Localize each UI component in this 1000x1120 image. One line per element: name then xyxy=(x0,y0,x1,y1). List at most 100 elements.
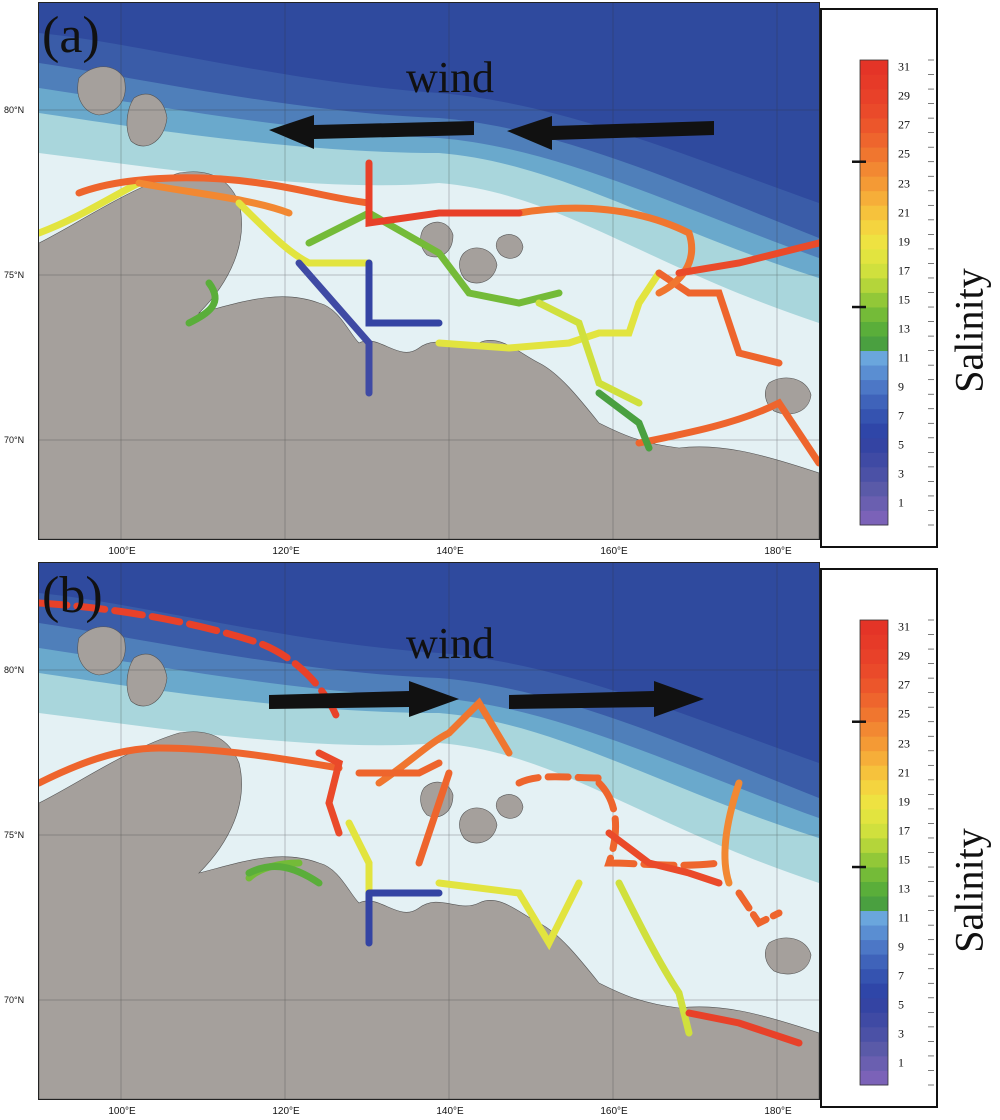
colorbar-cell xyxy=(860,1055,888,1071)
colorbar-cell xyxy=(860,779,888,795)
colorbar-tick-label: 7 xyxy=(898,408,904,423)
colorbar-tick-label: 21 xyxy=(898,765,910,780)
colorbar-cell xyxy=(860,968,888,984)
colorbar-cell xyxy=(860,678,888,694)
colorbar-tick-label: 5 xyxy=(898,437,904,452)
lon-label-180-b: 180°E xyxy=(764,1106,792,1117)
track-b-4 xyxy=(345,819,373,897)
colorbar-a-svg xyxy=(852,59,934,526)
colorbar-cell xyxy=(860,466,888,482)
colorbar-cell xyxy=(860,765,888,781)
map-b-svg xyxy=(39,563,819,1099)
colorbar-cell xyxy=(860,365,888,381)
colorbar-cell xyxy=(860,161,888,177)
colorbar-cell xyxy=(860,634,888,650)
colorbar-cell xyxy=(860,307,888,322)
lon-label-160: 160°E xyxy=(600,546,628,557)
colorbar-tick-label: 19 xyxy=(898,234,910,249)
colorbar-tick-label: 3 xyxy=(898,466,904,481)
colorbar-cell xyxy=(860,248,888,264)
track-a-7 xyxy=(365,259,443,327)
colorbar-a: 31 29 27 25 23 21 19 17 15 13 11 9 7 5 3 1 xyxy=(820,8,938,548)
track-a-1 xyxy=(39,179,143,237)
colorbar-cell xyxy=(860,234,888,250)
wind-arrow-a-1 xyxy=(269,115,474,149)
colorbar-tick-label: 7 xyxy=(898,968,904,983)
colorbar-tick-label: 31 xyxy=(898,59,910,74)
colorbar-cell xyxy=(860,350,888,366)
colorbar-tick-label: 25 xyxy=(898,706,910,721)
colorbar-tick-label: 11 xyxy=(898,350,910,365)
track-a-3 xyxy=(135,179,293,217)
lon-label-100: 100°E xyxy=(108,546,136,557)
track-a-6 xyxy=(295,259,373,397)
colorbar-tick-label: 21 xyxy=(898,205,910,220)
graticule-a xyxy=(39,3,819,539)
track-b-1 xyxy=(39,599,343,727)
colorbar-tick-label: 19 xyxy=(898,794,910,809)
lon-label-180: 180°E xyxy=(764,546,792,557)
colorbar-cell xyxy=(860,721,888,737)
colorbar-cell xyxy=(860,510,888,526)
colorbar-cell xyxy=(860,379,888,395)
colorbar-tick-label: 23 xyxy=(898,176,910,191)
colorbar-cell xyxy=(860,103,888,119)
colorbar-tick-label: 23 xyxy=(898,736,910,751)
track-a-15 xyxy=(365,159,523,228)
wind-label-a: wind xyxy=(406,53,494,102)
colorbar-tick-label: 15 xyxy=(898,852,910,867)
colorbar-cell xyxy=(860,794,888,810)
track-b-3 xyxy=(315,749,344,837)
colorbar-cell xyxy=(860,205,888,221)
track-a-13 xyxy=(675,239,819,277)
wind-arrow-b-1 xyxy=(269,681,459,717)
colorbar-cell xyxy=(860,649,888,664)
colorbar-tick-label: 25 xyxy=(898,146,910,161)
colorbar-cell xyxy=(860,837,888,853)
colorbar-b-svg xyxy=(852,619,934,1086)
colorbar-cell xyxy=(860,896,888,912)
colorbar-tick-label: 29 xyxy=(898,648,910,663)
colorbar-cell xyxy=(860,620,888,635)
lon-label-120-b: 120°E xyxy=(272,1106,300,1117)
track-a-4 xyxy=(235,199,373,267)
colorbar-cell xyxy=(860,336,888,352)
track-a-5 xyxy=(185,279,219,327)
colorbar-cell xyxy=(860,74,888,90)
colorbar-cell xyxy=(860,707,888,723)
lat-label-75: 75°N xyxy=(4,270,25,280)
track-a-2 xyxy=(75,174,373,207)
siberian-mainland xyxy=(39,171,819,539)
colorbar-cell xyxy=(860,292,888,308)
colorbar-tick-label: 29 xyxy=(898,88,910,103)
track-b-18 xyxy=(355,759,443,777)
colorbar-cell xyxy=(860,1070,888,1086)
colorbar-cell xyxy=(860,925,888,941)
colorbar-cell xyxy=(860,277,888,293)
map-b xyxy=(38,562,820,1100)
colorbar-cell xyxy=(860,823,888,839)
track-b-11 xyxy=(515,773,603,787)
colorbar-cell xyxy=(860,910,888,926)
colorbar-cell xyxy=(860,190,888,206)
colorbar-cell xyxy=(860,867,888,882)
track-a-11 xyxy=(655,269,783,367)
colorbar-cell xyxy=(860,147,888,163)
colorbar-cell xyxy=(860,736,888,752)
colorbar-cell xyxy=(860,89,888,104)
colorbar-cell xyxy=(860,692,888,708)
colorbar-cell xyxy=(860,481,888,497)
colorbar-cell xyxy=(860,423,888,439)
colorbar-cell xyxy=(860,881,888,897)
colorbar-tick-label: 13 xyxy=(898,321,910,336)
colorbar-cell xyxy=(860,1041,888,1057)
colorbar-tick-label: 15 xyxy=(898,292,910,307)
track-b-8 xyxy=(435,879,583,951)
colorbar-b: 31 29 27 25 23 21 19 17 15 13 11 9 7 5 3 1 xyxy=(820,568,938,1108)
colorbar-cell xyxy=(860,808,888,824)
ship-tracks-b xyxy=(39,599,803,1047)
colorbar-outline xyxy=(859,619,889,1086)
lon-label-100-b: 100°E xyxy=(108,1106,136,1117)
colorbar-tick-label: 17 xyxy=(898,263,910,278)
wind-label-b: wind xyxy=(406,619,494,668)
